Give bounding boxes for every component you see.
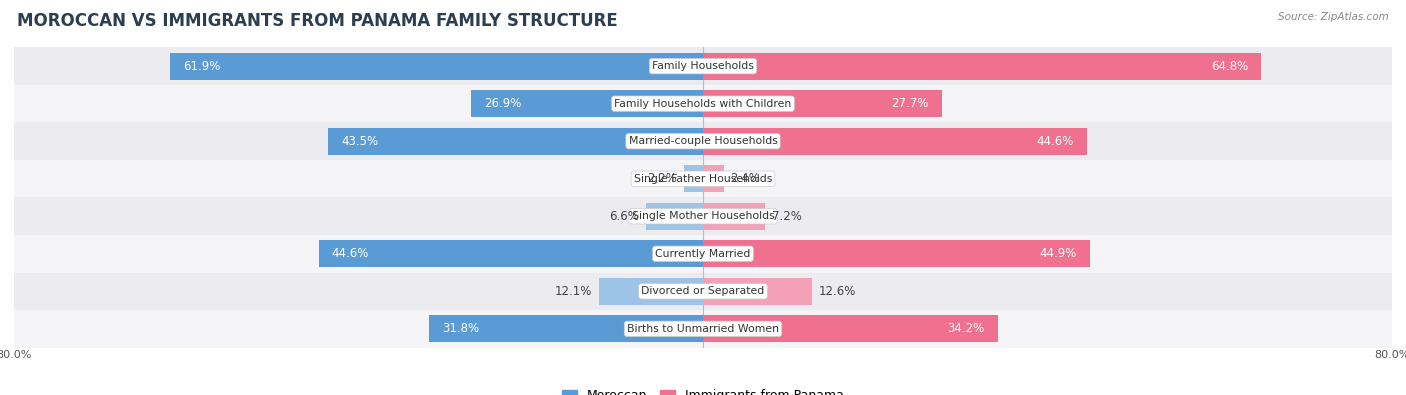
- Bar: [703, 128, 1087, 155]
- Text: Births to Unmarried Women: Births to Unmarried Women: [627, 324, 779, 334]
- Bar: [703, 315, 997, 342]
- Legend: Moroccan, Immigrants from Panama: Moroccan, Immigrants from Panama: [557, 384, 849, 395]
- Text: Family Households with Children: Family Households with Children: [614, 99, 792, 109]
- Text: 43.5%: 43.5%: [342, 135, 378, 148]
- Text: Currently Married: Currently Married: [655, 249, 751, 259]
- Text: 2.4%: 2.4%: [731, 172, 761, 185]
- Bar: [14, 235, 1392, 273]
- Text: 12.6%: 12.6%: [818, 285, 856, 298]
- Bar: [471, 90, 703, 117]
- Bar: [429, 315, 703, 342]
- Text: 34.2%: 34.2%: [948, 322, 984, 335]
- Text: 44.6%: 44.6%: [332, 247, 370, 260]
- Bar: [703, 53, 1261, 80]
- Bar: [14, 47, 1392, 85]
- Text: 2.2%: 2.2%: [647, 172, 678, 185]
- Text: 6.6%: 6.6%: [609, 210, 640, 223]
- Text: 27.7%: 27.7%: [891, 97, 928, 110]
- Bar: [599, 278, 703, 305]
- Text: Married-couple Households: Married-couple Households: [628, 136, 778, 146]
- Bar: [647, 203, 703, 230]
- Bar: [703, 165, 724, 192]
- Text: MOROCCAN VS IMMIGRANTS FROM PANAMA FAMILY STRUCTURE: MOROCCAN VS IMMIGRANTS FROM PANAMA FAMIL…: [17, 12, 617, 30]
- Text: 26.9%: 26.9%: [484, 97, 522, 110]
- Text: 44.6%: 44.6%: [1036, 135, 1074, 148]
- Bar: [685, 165, 703, 192]
- Text: 31.8%: 31.8%: [441, 322, 479, 335]
- Text: 12.1%: 12.1%: [554, 285, 592, 298]
- Text: Source: ZipAtlas.com: Source: ZipAtlas.com: [1278, 12, 1389, 22]
- Text: Single Father Households: Single Father Households: [634, 174, 772, 184]
- Bar: [170, 53, 703, 80]
- Text: Divorced or Separated: Divorced or Separated: [641, 286, 765, 296]
- Bar: [14, 273, 1392, 310]
- Bar: [14, 160, 1392, 198]
- Bar: [14, 85, 1392, 122]
- Text: 61.9%: 61.9%: [183, 60, 221, 73]
- Bar: [14, 198, 1392, 235]
- Text: Family Households: Family Households: [652, 61, 754, 71]
- Bar: [703, 240, 1090, 267]
- Bar: [703, 278, 811, 305]
- Text: 7.2%: 7.2%: [772, 210, 801, 223]
- Bar: [14, 122, 1392, 160]
- Text: Single Mother Households: Single Mother Households: [631, 211, 775, 221]
- Bar: [703, 90, 942, 117]
- Text: 44.9%: 44.9%: [1039, 247, 1077, 260]
- Bar: [319, 240, 703, 267]
- Bar: [329, 128, 703, 155]
- Bar: [14, 310, 1392, 348]
- Bar: [703, 203, 765, 230]
- Text: 64.8%: 64.8%: [1211, 60, 1249, 73]
